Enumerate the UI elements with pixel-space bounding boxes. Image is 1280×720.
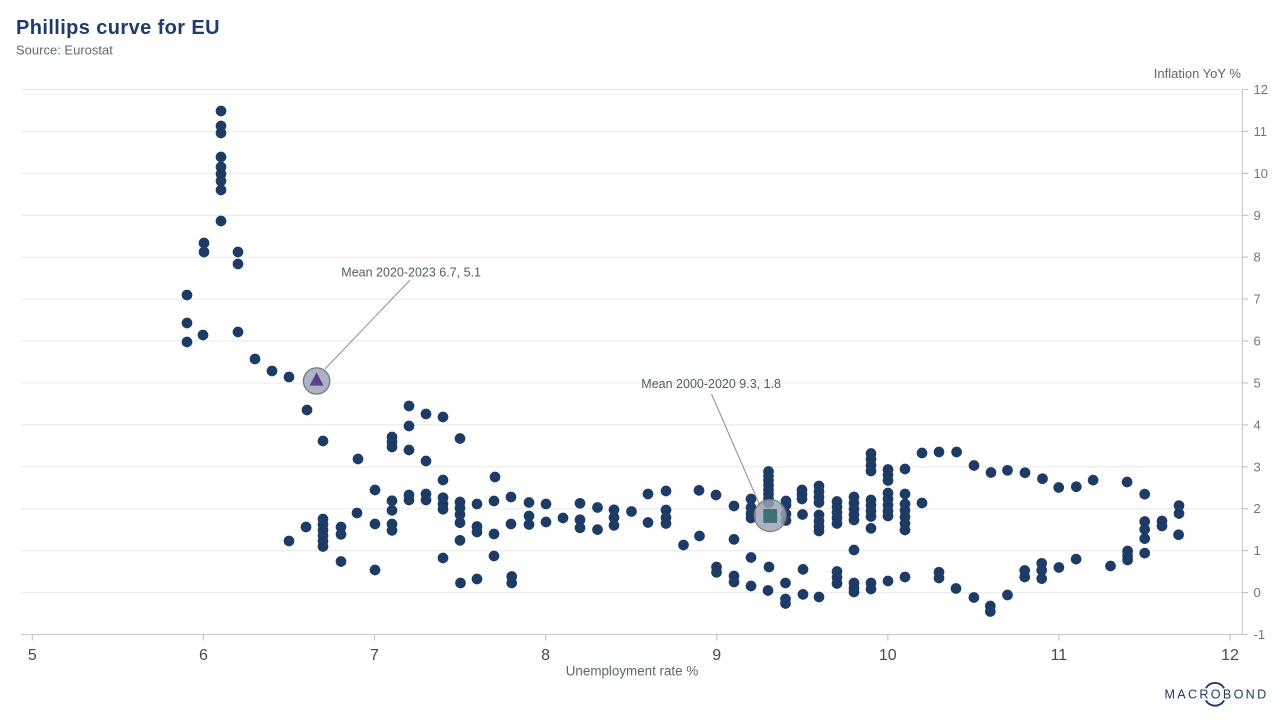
svg-text:12: 12 xyxy=(1254,82,1268,97)
svg-text:MACROBOND: MACROBOND xyxy=(1165,687,1269,701)
svg-text:0: 0 xyxy=(1254,585,1261,600)
svg-text:1: 1 xyxy=(1254,543,1261,558)
svg-text:2: 2 xyxy=(1254,501,1261,516)
svg-text:Mean 2000-2020 9.3, 1.8: Mean 2000-2020 9.3, 1.8 xyxy=(641,377,781,391)
svg-text:6: 6 xyxy=(1254,334,1261,349)
svg-text:7: 7 xyxy=(370,647,379,664)
svg-text:Inflation YoY %: Inflation YoY % xyxy=(1154,66,1242,81)
svg-text:8: 8 xyxy=(1254,250,1261,265)
svg-text:4: 4 xyxy=(1254,417,1261,432)
svg-text:Mean 2020-2023 6.7, 5.1: Mean 2020-2023 6.7, 5.1 xyxy=(341,265,481,279)
svg-text:Source: Eurostat: Source: Eurostat xyxy=(16,43,113,58)
svg-text:-1: -1 xyxy=(1254,627,1266,642)
svg-text:6: 6 xyxy=(199,647,208,664)
svg-text:9: 9 xyxy=(1254,208,1261,223)
svg-text:7: 7 xyxy=(1254,292,1261,307)
svg-text:11: 11 xyxy=(1254,124,1268,139)
svg-text:5: 5 xyxy=(28,647,37,664)
svg-text:9: 9 xyxy=(712,647,721,664)
svg-text:11: 11 xyxy=(1051,647,1068,664)
svg-text:10: 10 xyxy=(879,647,897,664)
svg-text:5: 5 xyxy=(1254,376,1261,391)
svg-text:12: 12 xyxy=(1221,647,1239,664)
svg-text:8: 8 xyxy=(541,647,550,664)
svg-text:3: 3 xyxy=(1254,459,1261,474)
svg-text:10: 10 xyxy=(1254,166,1268,181)
svg-text:Phillips curve for EU: Phillips curve for EU xyxy=(16,17,220,39)
svg-text:Unemployment rate %: Unemployment rate % xyxy=(566,664,699,679)
